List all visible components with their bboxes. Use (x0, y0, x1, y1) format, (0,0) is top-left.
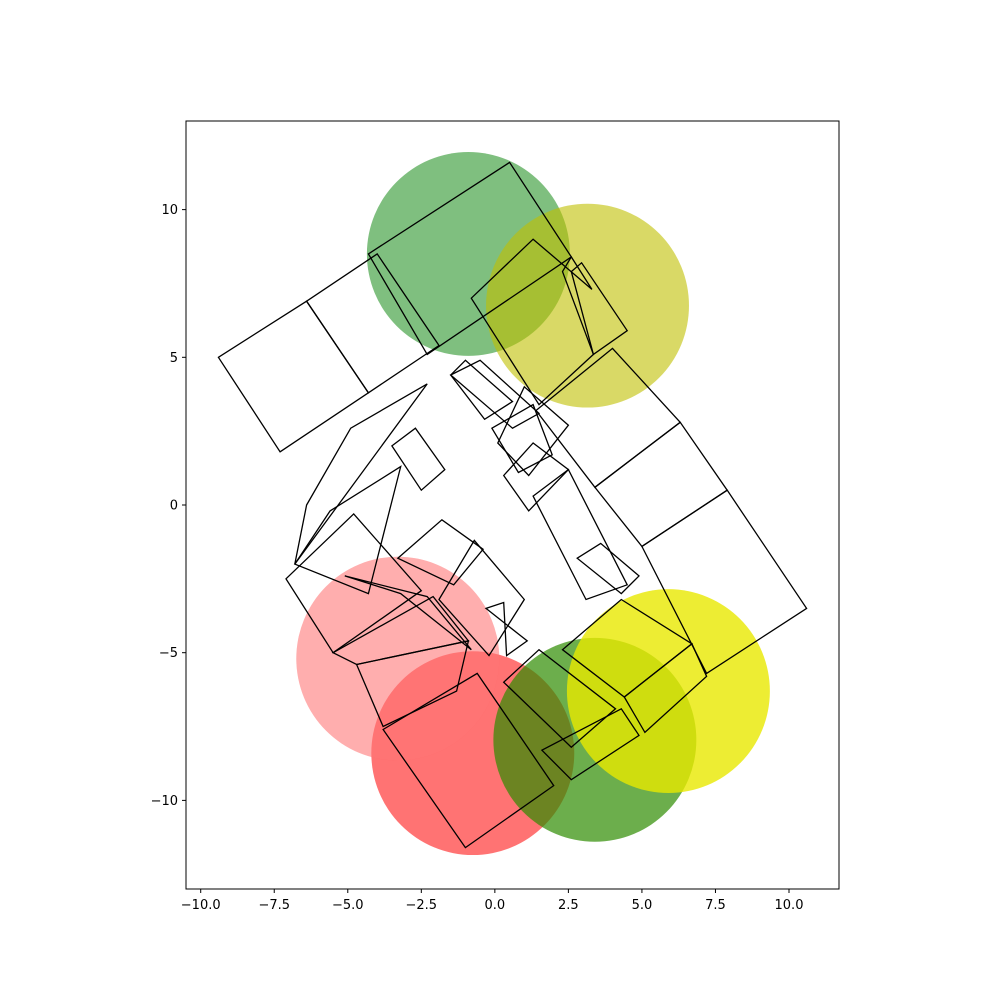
room-outline-15 (576, 542, 640, 595)
circle-pink-left-over (296, 556, 500, 761)
y-axis: 10 5 0 −5 −10 (151, 203, 186, 809)
room-outline-25 (355, 640, 470, 728)
y-tick-label: −5 (159, 646, 178, 661)
room-outline-20 (344, 575, 472, 651)
x-axis: −10.0 −7.5 −5.0 −2.5 0.0 2.5 5.0 7.5 10.0 (181, 889, 804, 913)
y-tick-label: 5 (170, 351, 178, 366)
room-outline-16 (294, 383, 428, 565)
room-outline-2 (305, 252, 440, 394)
room-outline-11 (641, 489, 808, 675)
x-tick-label: 10.0 (775, 898, 804, 913)
room-outlines-layer (217, 161, 808, 849)
x-tick-label: 5.0 (632, 898, 653, 913)
room-outline-14 (532, 468, 629, 601)
x-tick-label: −7.5 (258, 898, 290, 913)
circles-layer (296, 152, 770, 856)
room-outline-7 (449, 359, 514, 421)
room-outline-8 (491, 403, 554, 474)
circle-yellow-top (486, 203, 689, 408)
y-tick-label: 0 (170, 499, 178, 514)
room-outline-19 (391, 427, 446, 492)
room-outline-18 (293, 465, 402, 595)
circle-yellow-right (566, 589, 770, 793)
room-outline-28 (540, 707, 640, 781)
room-outline-1 (217, 300, 370, 453)
room-outline-10 (593, 421, 729, 548)
room-outline-21 (285, 512, 423, 654)
room-outline-30 (623, 642, 708, 734)
x-tick-label: −2.5 (406, 898, 438, 913)
x-tick-label: 2.5 (558, 898, 579, 913)
x-tick-label: −10.0 (181, 898, 221, 913)
y-tick-label: 10 (161, 203, 178, 218)
y-tick-label: −10 (151, 794, 178, 809)
x-tick-label: 0.0 (485, 898, 506, 913)
x-tick-label: −5.0 (332, 898, 364, 913)
room-outline-26 (382, 672, 555, 849)
room-outline-17 (396, 518, 485, 586)
room-outline-22 (438, 539, 526, 657)
room-outline-12 (497, 385, 570, 477)
x-tick-label: 7.5 (705, 898, 726, 913)
room-outline-23 (484, 601, 529, 657)
room-outline-5 (570, 261, 629, 356)
room-outline-4 (470, 238, 595, 406)
room-outline-27 (502, 648, 617, 749)
